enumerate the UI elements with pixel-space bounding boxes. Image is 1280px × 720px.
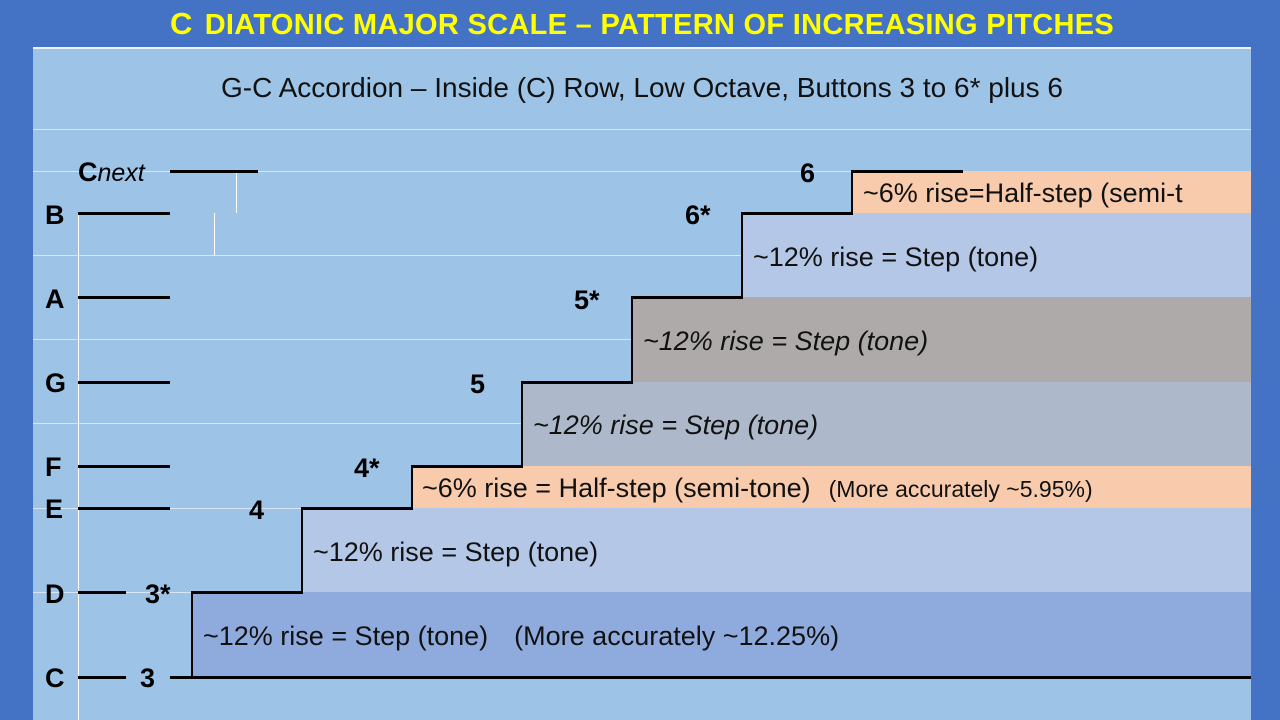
button-4: 4 [249, 495, 265, 525]
connector-line [214, 213, 215, 255]
right-border [1251, 0, 1280, 720]
stair-tread [522, 381, 633, 384]
button-3: 3 [140, 663, 156, 693]
step-box-b-c [853, 171, 1251, 213]
stair-tread [632, 296, 743, 299]
step-label-g-a-text: ~12% rise = Step (tone) [643, 326, 929, 356]
stair-riser [191, 591, 193, 678]
left-border [0, 0, 33, 720]
step-label-e-f: ~6% rise = Half-step (semi-tone) (More ac… [422, 473, 1093, 504]
note-d: D [45, 579, 65, 609]
note-b: B [45, 200, 65, 230]
level-mark-f [78, 465, 170, 468]
step-label-c-d-extra: (More accurately ~12.25%) [514, 621, 840, 651]
button-5: 5 [470, 369, 486, 399]
stair-riser [411, 465, 413, 509]
stair-tread [302, 507, 413, 510]
subtitle: G-C Accordion – Inside (C) Row, Low Octa… [221, 72, 1063, 103]
note-e: E [45, 494, 64, 524]
slide-title: C DIATONIC MAJOR SCALE – PATTERN OF INCRE… [33, 6, 1251, 42]
grid-line [33, 129, 1251, 130]
stair-riser [521, 381, 523, 467]
level-mark-c [78, 676, 126, 679]
level-mark-d [78, 591, 126, 594]
step-box-f-g [523, 382, 1251, 466]
note-c-next-main: C [78, 157, 98, 187]
step-box-c-d [193, 592, 1251, 677]
stair-riser [741, 212, 743, 298]
stair-tread [742, 212, 853, 215]
stair-tread [412, 465, 523, 468]
button-3-star: 3* [145, 579, 171, 609]
step-label-a-b: ~12% rise = Step (tone) [753, 242, 1039, 272]
step-label-c-d-main: ~12% rise = Step (tone) [203, 621, 489, 651]
button-4-star: 4* [354, 453, 380, 483]
stair-riser [301, 507, 303, 593]
level-mark-b [78, 212, 170, 215]
step-box-d-e [303, 508, 1251, 592]
step-label-e-f-main: ~6% rise = Half-step (semi-tone) [422, 473, 811, 503]
note-c: C [45, 663, 65, 693]
stair-tread [192, 591, 303, 594]
title-rest: DIATONIC MAJOR SCALE – PATTERN OF INCREA… [204, 9, 1114, 41]
stair-base [170, 676, 1251, 679]
step-label-d-e: ~12% rise = Step (tone) [313, 537, 599, 567]
level-mark-g [78, 381, 170, 384]
step-label-c-d: ~12% rise = Step (tone) (More accurately … [203, 621, 839, 652]
step-label-f-g-text: ~12% rise = Step (tone) [533, 410, 819, 440]
grid-line [33, 255, 1251, 256]
note-c-next-sub: next [97, 159, 145, 187]
button-6: 6 [800, 158, 816, 188]
step-box-a-b [743, 213, 1251, 297]
level-mark-e [78, 507, 170, 510]
connector-line [236, 171, 237, 213]
button-6-star: 6* [685, 200, 711, 230]
step-label-g-a: ~12% rise = Step (tone) [643, 326, 928, 357]
step-label-f-g: ~12% rise = Step (tone) [533, 410, 818, 441]
stair-riser [631, 296, 633, 383]
note-a: A [45, 284, 65, 314]
note-f: F [45, 452, 62, 482]
level-mark-a [78, 296, 170, 299]
note-g: G [45, 368, 67, 398]
step-box-g-a [633, 297, 1251, 382]
stair-tread [852, 170, 963, 173]
title-bar: C DIATONIC MAJOR SCALE – PATTERN OF INCRE… [33, 0, 1251, 49]
grid-line [33, 171, 1251, 172]
title-lead: C [170, 6, 193, 41]
level-mark-cnext [170, 170, 258, 173]
step-label-b-c: ~6% rise=Half-step (semi-t [863, 178, 1183, 208]
note-c-next: Cnext [78, 157, 145, 188]
stair-riser [851, 170, 853, 214]
step-box-e-f [413, 466, 1251, 508]
button-5-star: 5* [574, 285, 600, 315]
step-label-e-f-extra: (More accurately ~5.95%) [828, 476, 1093, 502]
